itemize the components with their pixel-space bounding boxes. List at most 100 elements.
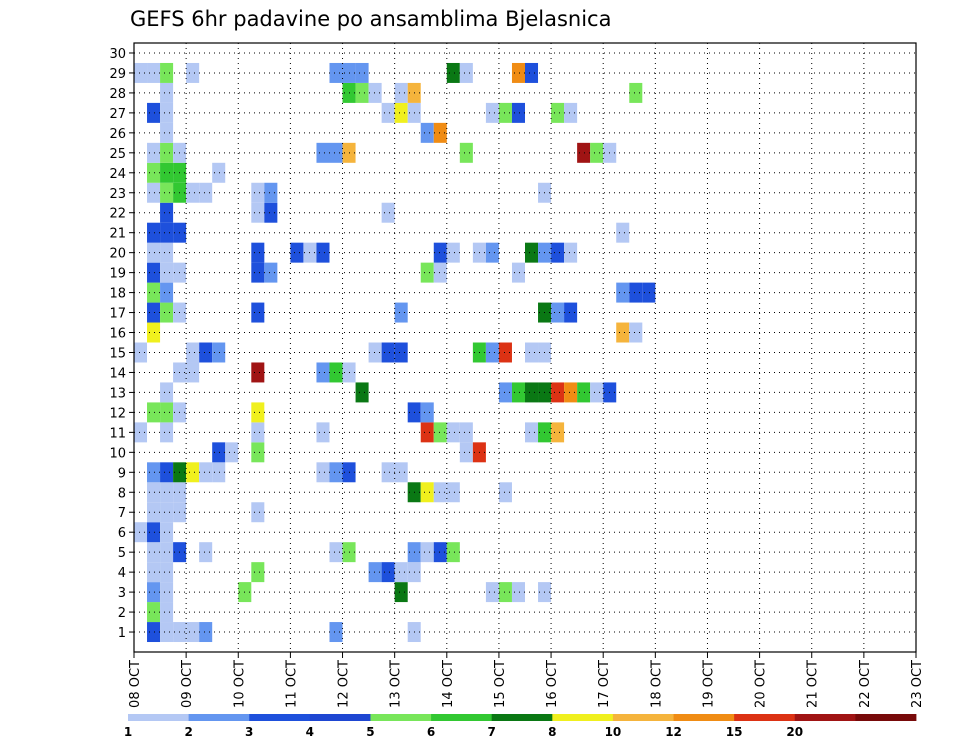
colorbar-segment bbox=[309, 714, 371, 721]
heatmap-cell bbox=[147, 282, 161, 303]
heatmap-cell bbox=[394, 82, 408, 103]
heatmap-cell bbox=[498, 342, 512, 363]
heatmap-cell bbox=[511, 262, 525, 283]
heatmap-cell bbox=[551, 242, 565, 263]
x-tick-label: 13 OCT bbox=[389, 660, 404, 708]
heatmap-cell bbox=[316, 422, 330, 443]
heatmap-cell bbox=[642, 282, 656, 303]
x-tick-label: 16 OCT bbox=[545, 660, 560, 708]
heatmap-cell bbox=[394, 562, 408, 583]
y-tick-label: 12 bbox=[109, 406, 126, 421]
heatmap-cell bbox=[564, 102, 578, 123]
heatmap-cell bbox=[629, 82, 643, 103]
heatmap-cell bbox=[147, 582, 161, 603]
colorbar-label: 10 bbox=[605, 725, 622, 739]
heatmap-cell bbox=[160, 202, 174, 223]
x-axis: 08 OCT 09 OCT 10 OCT 11 OCT 12 OCT 13 OCT 14 O… bbox=[128, 652, 925, 708]
heatmap-cell bbox=[160, 62, 174, 83]
heatmap-cell bbox=[147, 482, 161, 503]
y-tick-label: 3 bbox=[118, 586, 126, 601]
heatmap-cell bbox=[316, 362, 330, 383]
heatmap-cell bbox=[199, 622, 213, 643]
heatmap-cell bbox=[147, 162, 161, 183]
y-tick-label: 17 bbox=[109, 307, 126, 322]
colorbar-label: 7 bbox=[488, 725, 496, 739]
heatmap-cell bbox=[147, 142, 161, 163]
colorbar-label: 1 bbox=[124, 725, 132, 739]
heatmap-cell bbox=[160, 562, 174, 583]
heatmap-cell bbox=[498, 102, 512, 123]
heatmap-cell bbox=[147, 322, 161, 343]
heatmap-cell bbox=[160, 302, 174, 323]
y-tick-label: 20 bbox=[109, 247, 126, 262]
colorbar-segment bbox=[673, 714, 735, 721]
heatmap-cell bbox=[251, 202, 265, 223]
heatmap-cell bbox=[329, 142, 343, 163]
heatmap-cell bbox=[251, 362, 265, 383]
heatmap-cell bbox=[329, 622, 343, 643]
heatmap-cell bbox=[160, 522, 174, 543]
y-tick-label: 29 bbox=[109, 67, 126, 82]
heatmap-cell bbox=[251, 182, 265, 203]
heatmap-cell bbox=[577, 142, 591, 163]
heatmap-cell bbox=[329, 62, 343, 83]
heatmap-cell bbox=[316, 242, 330, 263]
y-tick-label: 14 bbox=[109, 366, 126, 381]
y-tick-label: 19 bbox=[109, 267, 126, 282]
colorbar-segment bbox=[370, 714, 432, 721]
heatmap-cell bbox=[381, 202, 395, 223]
heatmap-cell bbox=[525, 382, 539, 403]
heatmap-cell bbox=[368, 342, 382, 363]
heatmap-cell bbox=[355, 82, 369, 103]
heatmap-cell bbox=[420, 262, 434, 283]
heatmap-cell bbox=[590, 382, 604, 403]
heatmap-cell bbox=[225, 442, 239, 463]
y-tick-label: 1 bbox=[118, 626, 126, 641]
y-tick-label: 8 bbox=[118, 486, 126, 501]
heatmap-cell bbox=[251, 302, 265, 323]
heatmap-cell bbox=[147, 102, 161, 123]
heatmap-cell bbox=[160, 242, 174, 263]
x-tick-label: 12 OCT bbox=[337, 660, 352, 708]
x-tick-label: 14 OCT bbox=[441, 660, 456, 708]
y-tick-label: 6 bbox=[118, 526, 126, 541]
x-tick-label: 09 OCT bbox=[180, 660, 195, 708]
colorbar-label: 2 bbox=[184, 725, 192, 739]
heatmap-cell bbox=[212, 462, 226, 483]
heatmap-cell bbox=[160, 142, 174, 163]
heatmap-cell bbox=[420, 402, 434, 423]
heatmap-cell bbox=[329, 542, 343, 563]
heatmap-cell bbox=[160, 422, 174, 443]
colorbar-label: 20 bbox=[786, 725, 803, 739]
colorbar-segment bbox=[855, 714, 917, 721]
heatmap-cell bbox=[329, 462, 343, 483]
heatmap-cell bbox=[498, 482, 512, 503]
heatmap-cell bbox=[564, 302, 578, 323]
heatmap-cell bbox=[212, 342, 226, 363]
heatmap-cell bbox=[485, 342, 499, 363]
heatmap-cell bbox=[251, 502, 265, 523]
heatmap-cell bbox=[251, 442, 265, 463]
plot-frame bbox=[133, 42, 917, 653]
y-tick-label: 28 bbox=[109, 87, 126, 102]
heatmap-cell bbox=[147, 222, 161, 243]
y-tick-label: 2 bbox=[118, 606, 126, 621]
heatmap-cell bbox=[160, 222, 174, 243]
heatmap-cell bbox=[186, 182, 200, 203]
colorbar-segment bbox=[249, 714, 311, 721]
colorbar-segment bbox=[612, 714, 674, 721]
heatmap-cell bbox=[264, 202, 278, 223]
heatmap-cell bbox=[394, 102, 408, 123]
heatmap-cell bbox=[551, 302, 565, 323]
heatmap-cell bbox=[394, 342, 408, 363]
heatmap-cell bbox=[616, 222, 630, 243]
heatmap-cell bbox=[551, 422, 565, 443]
heatmap-cell bbox=[251, 262, 265, 283]
y-tick-label: 21 bbox=[109, 227, 126, 242]
y-tick-label: 5 bbox=[118, 546, 126, 561]
heatmap-cell bbox=[134, 342, 148, 363]
heatmap-cell bbox=[420, 482, 434, 503]
heatmap-cell bbox=[186, 622, 200, 643]
heatmap-cell bbox=[616, 322, 630, 343]
heatmap-cell bbox=[251, 422, 265, 443]
